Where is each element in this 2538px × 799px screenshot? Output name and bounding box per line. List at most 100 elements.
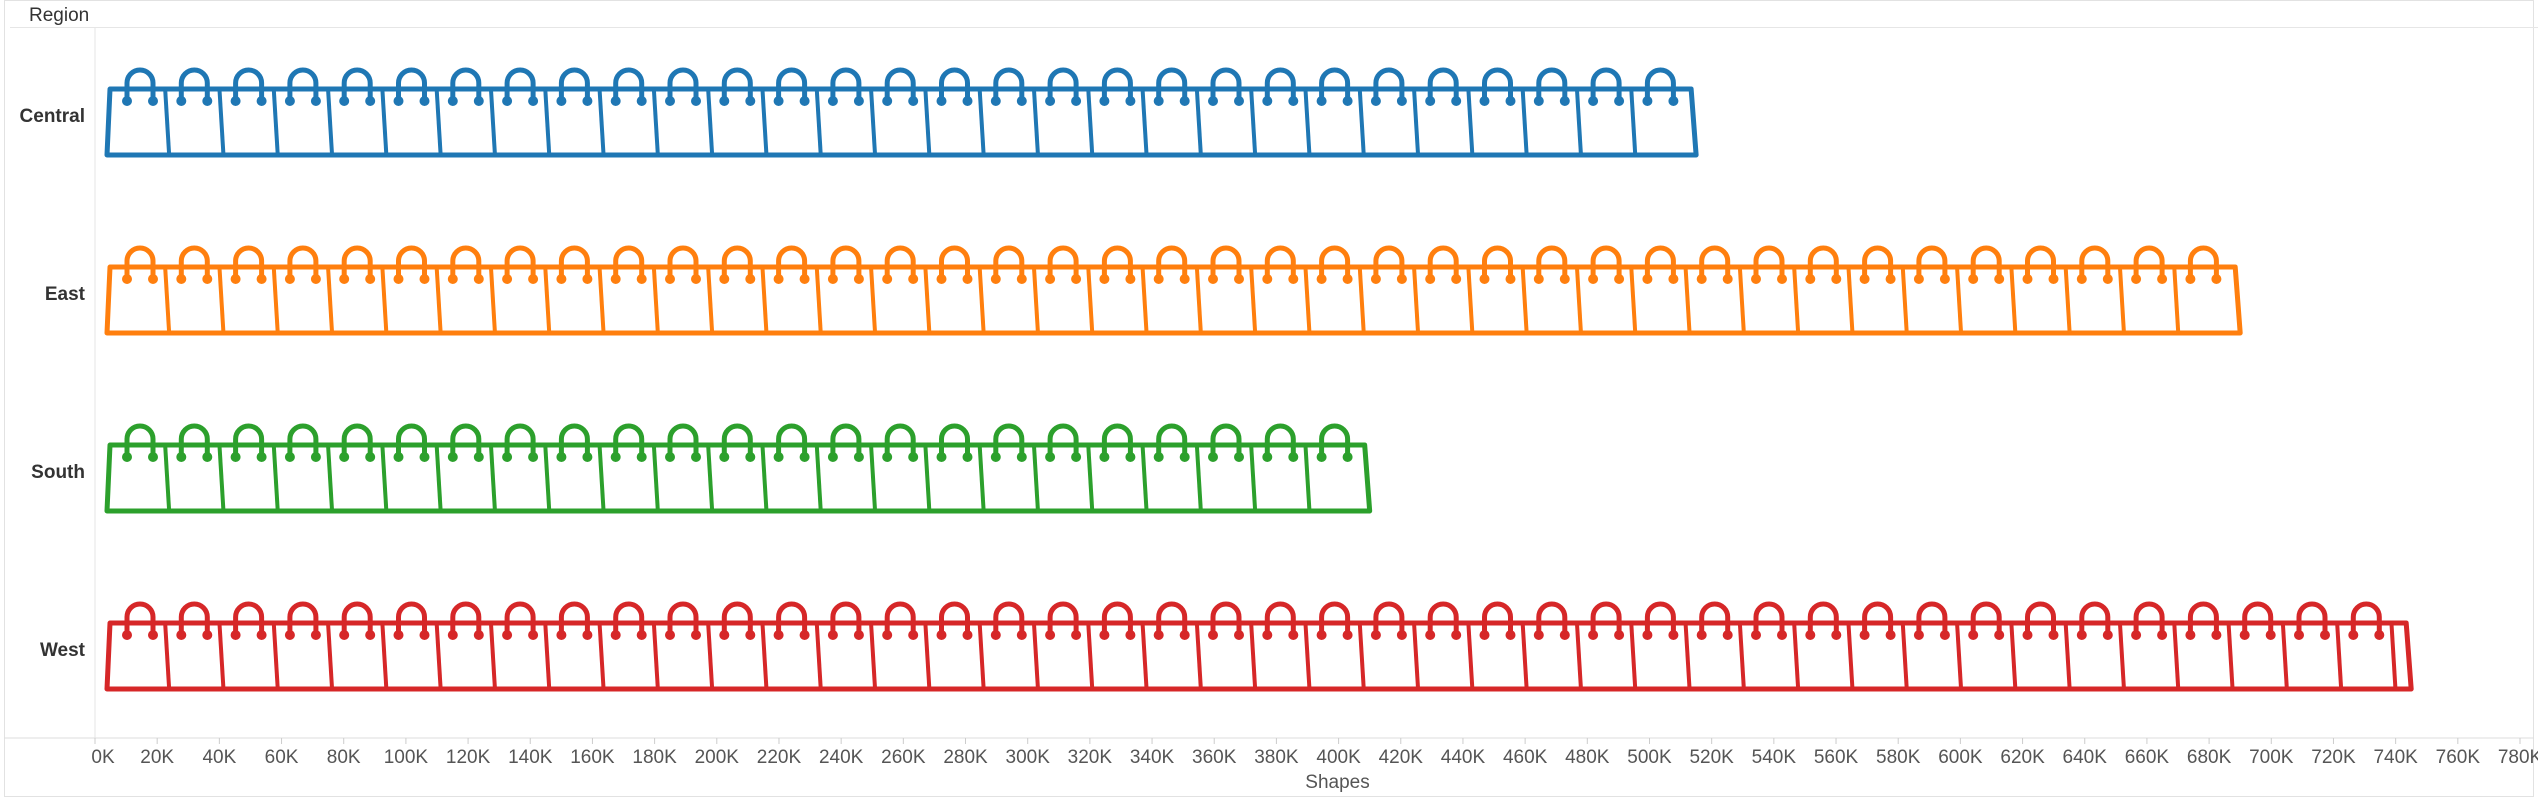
bag-outline bbox=[104, 264, 2243, 336]
row-label-east: East bbox=[45, 284, 86, 305]
x-tick-label: 580K bbox=[1876, 747, 1921, 768]
shopping-bag-icon bbox=[1805, 601, 1855, 690]
shopping-bag-icon bbox=[122, 423, 172, 512]
bar-west bbox=[104, 601, 2414, 692]
shopping-bag-icon bbox=[1045, 601, 1095, 690]
shopping-bag-icon bbox=[936, 67, 986, 156]
shopping-bag-icon bbox=[1425, 67, 1475, 156]
shopping-bag-icon bbox=[230, 601, 280, 690]
bar-east bbox=[104, 245, 2243, 336]
shopping-bag-icon bbox=[1642, 67, 1679, 106]
x-tick-label: 220K bbox=[757, 747, 802, 768]
shopping-bag-icon bbox=[393, 423, 443, 512]
shopping-bag-icon bbox=[122, 67, 172, 156]
shopping-bag-icon bbox=[284, 601, 335, 690]
bars-layer bbox=[94, 27, 2414, 738]
shopping-bag-icon bbox=[2076, 601, 2126, 690]
shopping-bag-icon bbox=[393, 67, 443, 156]
shopping-bag-icon bbox=[1913, 245, 1964, 334]
shopping-bag-icon bbox=[1153, 601, 1203, 690]
shopping-bag-icon bbox=[230, 245, 280, 334]
x-tick-label: 520K bbox=[1689, 747, 1734, 768]
shopping-bag-icon bbox=[230, 67, 280, 156]
shopping-bag-icon bbox=[665, 67, 715, 156]
shopping-bag-icon bbox=[502, 423, 552, 512]
shopping-bag-icon bbox=[556, 245, 606, 334]
shopping-bag-icon bbox=[1208, 245, 1258, 334]
shopping-bag-icon bbox=[990, 601, 1040, 690]
shopping-bag-icon bbox=[1696, 601, 1746, 690]
shopping-bag-icon bbox=[1588, 245, 1638, 334]
shopping-bag-icon bbox=[2022, 245, 2072, 334]
shopping-bag-icon bbox=[1262, 245, 1312, 334]
x-tick-label: 740K bbox=[2373, 747, 2418, 768]
x-tick-label: 60K bbox=[265, 747, 299, 768]
x-tick-label: 340K bbox=[1130, 747, 1175, 768]
shopping-bag-icon bbox=[1370, 245, 1421, 334]
shopping-bag-icon bbox=[719, 423, 769, 512]
shopping-bag-icon bbox=[610, 245, 660, 334]
shopping-bag-icon bbox=[1479, 601, 1529, 690]
shopping-bag-icon bbox=[990, 423, 1040, 512]
x-tick-label: 440K bbox=[1441, 747, 1486, 768]
x-tick-label: 620K bbox=[2000, 747, 2045, 768]
shopping-bag-icon bbox=[1099, 245, 1149, 334]
shopping-bag-icon bbox=[827, 245, 878, 334]
shopping-bag-icon bbox=[176, 245, 226, 334]
x-tick-label: 640K bbox=[2063, 747, 2108, 768]
x-tick-label: 300K bbox=[1006, 747, 1051, 768]
shopping-bag-icon bbox=[1479, 245, 1529, 334]
shopping-bag-icon bbox=[502, 67, 552, 156]
x-tick-label: 480K bbox=[1565, 747, 1610, 768]
shopping-bag-icon bbox=[122, 601, 172, 690]
shopping-bag-icon bbox=[1099, 423, 1149, 512]
shopping-bag-icon bbox=[1370, 67, 1421, 156]
shopping-bag-icon bbox=[773, 245, 823, 334]
shopping-bag-icon bbox=[2185, 245, 2222, 284]
shopping-bag-icon bbox=[556, 601, 606, 690]
shopping-bag-icon bbox=[1533, 67, 1583, 156]
x-tick-label: 600K bbox=[1938, 747, 1983, 768]
shopping-bag-icon bbox=[1153, 423, 1203, 512]
shopping-bag-icon bbox=[1859, 245, 1909, 334]
shopping-bag-icon bbox=[447, 423, 497, 512]
shopping-bag-icon bbox=[556, 67, 606, 156]
x-tick-label: 320K bbox=[1068, 747, 1113, 768]
x-tick-label: 400K bbox=[1316, 747, 1361, 768]
x-tick-label: 260K bbox=[881, 747, 926, 768]
shopping-bag-icon bbox=[339, 67, 389, 156]
shopping-bag-icon bbox=[2076, 245, 2126, 334]
shopping-bag-icon bbox=[1153, 67, 1203, 156]
shopping-bag-icon bbox=[230, 423, 280, 512]
x-tick-label: 380K bbox=[1254, 747, 1299, 768]
shopping-bag-icon bbox=[936, 601, 986, 690]
bag-outline bbox=[104, 620, 2414, 692]
row-label-south: South bbox=[31, 462, 85, 483]
shopping-bag-icon bbox=[1588, 67, 1638, 156]
shopping-bag-icon bbox=[2131, 601, 2181, 690]
shopping-bag-icon bbox=[1262, 67, 1312, 156]
shopping-bag-icon bbox=[176, 67, 226, 156]
shopping-bag-icon bbox=[1859, 601, 1909, 690]
shopping-bag-icon bbox=[827, 601, 878, 690]
shopping-bag-icon bbox=[1751, 601, 1801, 690]
shopping-bag-icon bbox=[773, 67, 823, 156]
x-tick-label: 780K bbox=[2498, 747, 2538, 768]
shopping-bag-icon bbox=[882, 423, 932, 512]
shopping-bag-icon bbox=[1479, 67, 1529, 156]
shopping-bag-icon bbox=[339, 245, 389, 334]
header-divider bbox=[10, 27, 2538, 28]
bag-outline bbox=[104, 442, 1373, 514]
shopping-bag-icon bbox=[176, 601, 226, 690]
shopping-bag-icon bbox=[610, 601, 660, 690]
shopping-bag-icon bbox=[447, 601, 497, 690]
x-tick-label: 700K bbox=[2249, 747, 2294, 768]
shopping-bag-icon bbox=[1751, 245, 1801, 334]
x-tick-label: 760K bbox=[2436, 747, 2481, 768]
x-tick-label: 240K bbox=[819, 747, 864, 768]
shopping-bag-icon bbox=[1316, 601, 1366, 690]
shopping-bag-icon bbox=[284, 423, 335, 512]
shopping-bag-icon bbox=[393, 601, 443, 690]
shopping-bag-icon bbox=[502, 601, 552, 690]
x-tick-label: 180K bbox=[632, 747, 677, 768]
